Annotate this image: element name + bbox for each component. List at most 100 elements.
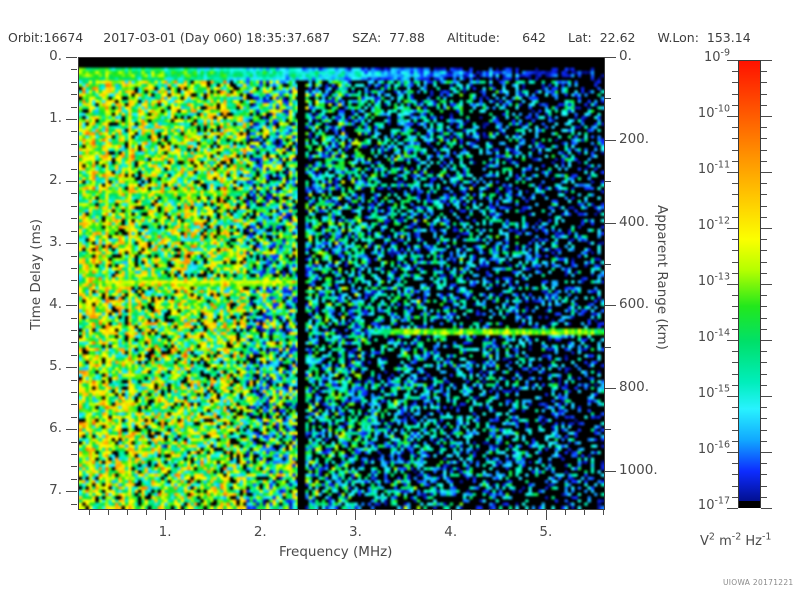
axis-tick [605,471,611,472]
y-axis-apparent-range-tick-label: 0. [619,48,632,64]
axis-tick [71,342,77,343]
axis-tick [71,231,77,232]
colorbar-tick-label: 10-14 [660,328,730,345]
axis-tick [66,181,77,182]
colorbar-tick-label: 10-11 [660,160,730,177]
header-sza-label: SZA: [352,29,382,45]
colorbar-minor-tick [761,318,767,319]
colorbar-major-tick [761,452,772,453]
colorbar-major-tick [727,284,738,285]
y-axis-apparent-range-tick-label: 800. [619,379,650,395]
colorbar-minor-tick [761,441,767,442]
axis-tick [71,293,77,294]
header-datetime: 2017-03-01 (Day 060) 18:35:37.687 [103,30,330,45]
colorbar-minor-tick [761,262,767,263]
colorbar-tick-exponent: -17 [714,495,730,507]
x-axis-tick-label: 1. [158,524,172,540]
axis-tick [71,380,77,381]
header-orbit-label: Orbit: [8,29,44,45]
colorbar-minor-tick [761,138,767,139]
axis-tick [605,140,611,141]
colorbar-minor-tick [761,430,767,431]
colorbar-tick-exponent: -10 [714,103,730,115]
axis-tick [605,181,611,182]
axis-tick [71,181,77,182]
colorbar-tick-label: 10-16 [660,439,730,457]
x-axis-tick-label: 2. [253,524,267,540]
colorbar-minor-tick [761,295,767,296]
axis-tick [355,509,356,520]
y-axis-apparent-range-tick-label: 1000. [619,461,658,478]
colorbar-tick-mantissa: 10 [697,218,715,233]
colorbar-tick-label: 10-9 [660,48,730,65]
header-latitude-value: 22.62 [599,29,636,45]
colorbar-major-tick [727,116,738,117]
colorbar-major-tick [761,116,772,117]
axis-tick [71,218,77,219]
header-altitude-value: 642 [522,29,547,45]
header-west-longitude: W.Lon: 153.14 [658,30,751,45]
axis-tick [605,223,611,224]
colorbar-tick-exponent: -16 [714,439,730,451]
axis-tick [71,442,77,443]
header-altitude: Altitude: 642 [447,30,546,45]
header-altitude-label: Altitude: [446,29,501,45]
colorbar-major-tick [727,60,738,61]
y-axis-time-delay-tick-label: 0. [49,48,62,64]
axis-tick [605,471,616,472]
colorbar-minor-tick [761,362,767,363]
colorbar-minor-tick [761,474,767,475]
axis-tick [451,509,452,520]
colorbar-unit-hz-exponent: -1 [762,531,772,543]
header-date: 2017-03-01 [103,29,176,45]
axis-tick [71,466,77,467]
colorbar-minor-tick [761,486,767,487]
y-axis-apparent-range-tick-label: 200. [619,130,650,147]
axis-tick [71,256,77,257]
axis-tick [605,305,611,306]
axis-tick [71,392,77,393]
colorbar-tick-mantissa: 10 [697,162,715,177]
colorbar-tick-label: 10-10 [660,103,730,121]
header-orbit-value: 16674 [43,29,84,45]
colorbar-major-tick [761,60,772,61]
colorbar-minor-tick [761,183,767,184]
axis-tick [605,347,611,348]
colorbar-minor-tick [761,150,767,151]
axis-tick [605,305,616,306]
colorbar-minor-tick [761,217,767,218]
header-west-longitude-label: W.Lon: [657,29,699,45]
colorbar-minor-tick [761,329,767,330]
axis-tick [71,268,77,269]
axis-tick [71,193,77,194]
axis-tick [71,491,77,492]
y-axis-apparent-range-tick-label: 400. [619,213,650,230]
axis-tick [71,156,77,157]
colorbar-minor-tick [761,206,767,207]
axis-tick [71,454,77,455]
colorbar-unit-m-exponent: -2 [731,531,742,543]
colorbar-major-tick [727,228,738,229]
y-axis-time-delay-tick-label: 2. [49,172,62,189]
colorbar-tick-label: 10-15 [660,383,730,401]
axis-tick [71,417,77,418]
colorbar-major-tick [727,340,738,341]
colorbar-minor-tick [761,273,767,274]
colorbar-minor-tick [761,418,767,419]
colorbar-tick-mantissa: 10 [697,274,715,289]
colorbar-minor-tick [761,306,767,307]
axis-tick [71,144,77,145]
axis-tick [71,429,77,430]
colorbar-minor-tick [761,127,767,128]
axis-tick [546,509,547,520]
axis-tick [605,223,616,224]
colorbar-major-tick [761,396,772,397]
axis-tick [605,140,616,141]
axis-tick [66,305,77,306]
colorbar [738,60,761,508]
colorbar-minor-tick [761,463,767,464]
axis-tick [71,82,77,83]
colorbar-minor-tick [761,161,767,162]
colorbar-tick-exponent: -15 [714,383,730,395]
header-orbit: Orbit:16674 [8,30,83,45]
